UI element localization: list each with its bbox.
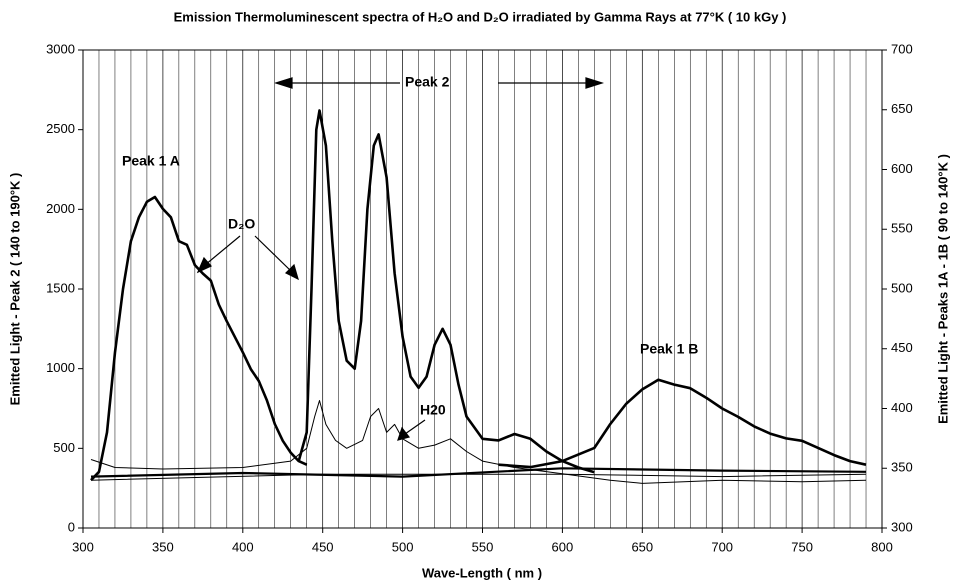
y-tick-label: 2000 (46, 201, 75, 216)
data-line (90, 473, 867, 481)
x-tick-label: 300 (72, 539, 94, 554)
data-line (90, 400, 867, 484)
y2-tick-label: 550 (891, 221, 913, 236)
y2-tick-label: 600 (891, 161, 913, 176)
plot: 300 350 400 450 500 550 600 650 700 750 800 0 500 100… (46, 41, 913, 554)
x-tick-label: 600 (552, 539, 574, 554)
data-line (90, 195, 308, 482)
x-tick-label: 550 (472, 539, 494, 554)
x-tick-label: 750 (791, 539, 813, 554)
x-tick-label: 400 (232, 539, 254, 554)
y-tick-label: 500 (53, 440, 75, 455)
y2-tick-label: 650 (891, 101, 913, 116)
data-line (498, 378, 867, 469)
data-line (90, 467, 867, 478)
annotations: Peak 1 A Peak 1 B Peak 2 D₂O H20 (122, 74, 698, 441)
y-tick-label: 1000 (46, 360, 75, 375)
annotation: Peak 1 B (640, 341, 698, 357)
annotation: H20 (420, 402, 446, 418)
annotation: D₂O (228, 216, 255, 232)
x-tick-label: 700 (711, 539, 733, 554)
annotation: Peak 1 A (122, 153, 180, 169)
y-tick-label: 2500 (46, 121, 75, 136)
chart-title: Emission Thermoluminescent spectra of H₂… (174, 9, 787, 24)
y2-axis-label: Emitted Light - Peaks 1A - 1B ( 90 to 14… (935, 154, 950, 424)
y-tick-label: 1500 (46, 280, 75, 295)
y2-tick-label: 450 (891, 340, 913, 355)
y-tick-label: 0 (68, 519, 75, 534)
y2-tick-label: 350 (891, 460, 913, 475)
y-axis-label: Emitted Light - Peak 2 ( 140 to 190°K ) (7, 173, 22, 406)
x-tick-label: 800 (871, 539, 893, 554)
y-tick-label: 3000 (46, 41, 75, 56)
y2-tick-label: 300 (891, 519, 913, 534)
x-tick-label: 350 (152, 539, 174, 554)
data-line (297, 109, 595, 474)
y2-tick-label: 500 (891, 280, 913, 295)
x-tick-label: 650 (631, 539, 653, 554)
x-tick-label: 450 (312, 539, 334, 554)
x-tick-label: 500 (392, 539, 414, 554)
x-axis-label: Wave-Length ( nm ) (422, 565, 542, 580)
annotation: Peak 2 (405, 74, 450, 90)
y2-tick-label: 400 (891, 400, 913, 415)
y2-tick-label: 700 (891, 41, 913, 56)
